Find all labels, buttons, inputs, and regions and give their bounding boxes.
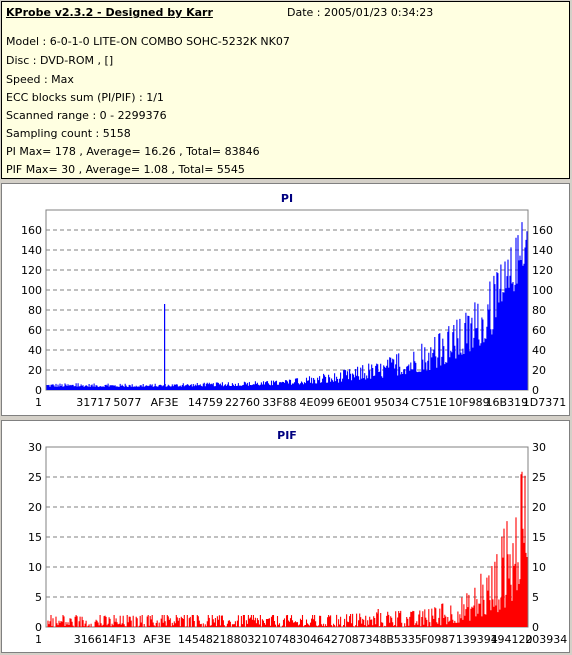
y-tick-label-left: 5 <box>35 591 42 604</box>
pif-chart-panel: PIF 0 0 5 5 10 10 15 15 20 20 25 25 30 30 1 31661 4F13 AF3… <box>1 420 570 653</box>
y-tick-label-right: 0 <box>532 621 539 634</box>
y-tick-label-right: 20 <box>532 501 546 514</box>
x-tick-label: 31661 <box>74 633 109 646</box>
y-tick-label-left: 0 <box>35 621 42 634</box>
data-bars <box>46 222 528 390</box>
x-tick-label: F0987 <box>421 633 455 646</box>
speed-line: Speed : Max <box>6 73 74 86</box>
y-tick-label-left: 160 <box>21 224 42 237</box>
sampling-count-line: Sampling count : 5158 <box>6 127 131 140</box>
pif-stats-line: PIF Max= 30 , Average= 1.08 , Total= 554… <box>6 163 245 176</box>
x-tick-label: 139394 <box>456 633 498 646</box>
x-tick-label: 14759 <box>188 396 223 409</box>
chart-title: PI <box>281 192 293 205</box>
x-tick-label: 31717 <box>76 396 111 409</box>
x-tick-label: 22760 <box>225 396 260 409</box>
model-line: Model : 6-0-1-0 LITE-ON COMBO SOHC-5232K… <box>6 35 290 48</box>
y-tick-label-left: 0 <box>35 384 42 397</box>
y-tick-label-left: 80 <box>28 304 42 317</box>
x-tick-label: 5077 <box>113 396 141 409</box>
x-tick-label: 1 <box>35 396 42 409</box>
y-tick-label-right: 140 <box>532 244 553 257</box>
pif-chart: PIF 0 0 5 5 10 10 15 15 20 20 25 25 30 30 1 31661 4F13 AF3… <box>28 429 567 646</box>
x-tick-label: 6E001 <box>337 396 372 409</box>
y-tick-label-left: 40 <box>28 344 42 357</box>
y-tick-label-left: 120 <box>21 264 42 277</box>
data-bar-series <box>46 222 528 390</box>
chart-title: PIF <box>277 429 297 442</box>
y-tick-label-left: 140 <box>21 244 42 257</box>
x-tick-label: C751E <box>411 396 447 409</box>
y-tick-label-left: 100 <box>21 284 42 297</box>
app-title: KProbe v2.3.2 - Designed by Karr <box>6 6 213 19</box>
y-tick-label-left: 20 <box>28 364 42 377</box>
y-tick-label-right: 100 <box>532 284 553 297</box>
x-tick-label: 48304 <box>282 633 317 646</box>
x-tick-label: 33F88 <box>262 396 296 409</box>
data-bars <box>46 471 528 627</box>
y-tick-label-right: 80 <box>532 304 546 317</box>
x-tick-label: 16B319 <box>486 396 529 409</box>
x-tick-label: 87348 <box>352 633 387 646</box>
y-tick-label-left: 25 <box>28 471 42 484</box>
y-tick-label-right: 120 <box>532 264 553 277</box>
x-tick-label: 64270 <box>317 633 352 646</box>
y-tick-label-right: 20 <box>532 364 546 377</box>
y-tick-label-right: 25 <box>532 471 546 484</box>
x-tick-label: 4E099 <box>300 396 335 409</box>
y-tick-label-right: 160 <box>532 224 553 237</box>
x-tick-label: 194120 <box>491 633 533 646</box>
pi-stats-line: PI Max= 178 , Average= 16.26 , Total= 83… <box>6 145 260 158</box>
x-tick-label: 1D7371 <box>523 396 566 409</box>
info-panel: KProbe v2.3.2 - Designed by Karr Date : … <box>1 1 570 179</box>
x-tick-label: B5335 <box>386 633 422 646</box>
y-tick-label-right: 10 <box>532 561 546 574</box>
y-tick-label-left: 10 <box>28 561 42 574</box>
y-tick-label-left: 30 <box>28 441 42 454</box>
disc-line: Disc : DVD-ROM , [] <box>6 54 114 67</box>
y-tick-label-right: 30 <box>532 441 546 454</box>
y-tick-label-right: 5 <box>532 591 539 604</box>
x-tick-label: AF3E <box>143 633 171 646</box>
x-tick-label: 14548 <box>178 633 213 646</box>
x-tick-label: 32107 <box>247 633 282 646</box>
y-tick-label-left: 20 <box>28 501 42 514</box>
y-tick-label-right: 0 <box>532 384 539 397</box>
x-tick-label: 4F13 <box>108 633 135 646</box>
x-tick-label: 1 <box>35 633 42 646</box>
x-tick-label: 21880 <box>213 633 248 646</box>
x-tick-label: 10F989 <box>448 396 489 409</box>
pi-chart-panel: PI 0 0 20 20 40 40 60 60 80 80 100 100 120 120 140 140 16… <box>1 183 570 416</box>
y-tick-label-left: 15 <box>28 531 42 544</box>
ecc-line: ECC blocks sum (PI/PIF) : 1/1 <box>6 91 164 104</box>
x-tick-label: 95034 <box>374 396 409 409</box>
y-tick-label-right: 40 <box>532 344 546 357</box>
scan-date: Date : 2005/01/23 0:34:23 <box>287 6 434 19</box>
scanned-range-line: Scanned range : 0 - 2299376 <box>6 109 167 122</box>
y-tick-label-left: 60 <box>28 324 42 337</box>
y-tick-label-right: 15 <box>532 531 546 544</box>
y-tick-label-right: 60 <box>532 324 546 337</box>
x-tick-label: 203934 <box>525 633 567 646</box>
x-tick-label: AF3E <box>151 396 179 409</box>
data-bar-series <box>46 471 528 627</box>
